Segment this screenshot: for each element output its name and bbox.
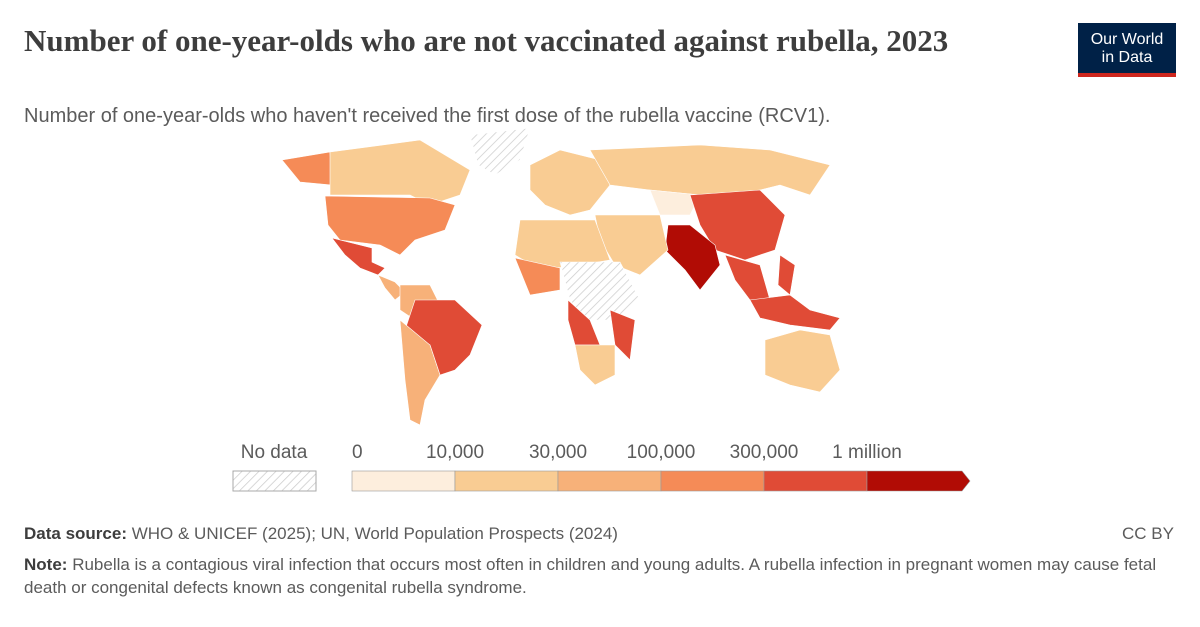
source: Data source: WHO & UNICEF (2025); UN, Wo… <box>24 522 1174 545</box>
country <box>724 254 771 301</box>
legend: No data 0 10,000 30,000 100,000 300,000 1 mil… <box>232 442 971 492</box>
logo-line: in Data <box>1101 49 1153 66</box>
country <box>749 294 841 331</box>
legend-tick-label: 0 <box>352 442 363 463</box>
legend-tick-label: 100,000 <box>627 442 696 463</box>
country <box>399 319 441 426</box>
country <box>649 189 701 216</box>
country <box>764 329 841 393</box>
legend-bin <box>351 470 456 492</box>
logo-line: Our World <box>1090 31 1164 48</box>
country <box>664 224 721 291</box>
country <box>469 127 531 176</box>
legend-bin <box>763 470 868 492</box>
legend-bin <box>454 470 559 492</box>
legend-tick-label: 10,000 <box>426 442 484 463</box>
subtitle: Number of one-year-olds who haven't rece… <box>24 105 831 127</box>
legend-label: No data <box>241 442 308 463</box>
legend-tick-label: 300,000 <box>730 442 799 463</box>
country <box>331 237 386 276</box>
title: Number of one-year-olds who are not vacc… <box>24 23 949 58</box>
legend-tick-label: 30,000 <box>529 442 587 463</box>
countries <box>281 127 841 426</box>
source-label: Data source: <box>24 524 127 543</box>
country <box>324 195 456 256</box>
legend-bin <box>866 470 971 492</box>
country <box>777 254 796 296</box>
logo[interactable]: Our World in Data <box>1078 23 1176 77</box>
note: Note: Rubella is a contagious viral infe… <box>24 553 1174 599</box>
note-text: Rubella is a contagious viral infection … <box>24 555 1157 597</box>
note-label: Note: <box>24 555 68 574</box>
footer: Data source: WHO & UNICEF (2025); UN, Wo… <box>24 522 1174 599</box>
country <box>329 139 471 206</box>
country <box>689 189 786 261</box>
country <box>281 151 333 186</box>
country <box>589 144 831 196</box>
legend-bin <box>660 470 765 492</box>
country <box>574 344 616 386</box>
country <box>609 309 636 361</box>
source-text: WHO & UNICEF (2025); UN, World Populatio… <box>131 524 618 543</box>
license[interactable]: CC BY <box>1122 524 1174 543</box>
legend-bin <box>557 470 662 492</box>
legend-tick-label: 1 million <box>832 442 902 463</box>
country <box>514 257 561 296</box>
country <box>529 149 611 216</box>
no-data-swatch <box>232 470 317 492</box>
